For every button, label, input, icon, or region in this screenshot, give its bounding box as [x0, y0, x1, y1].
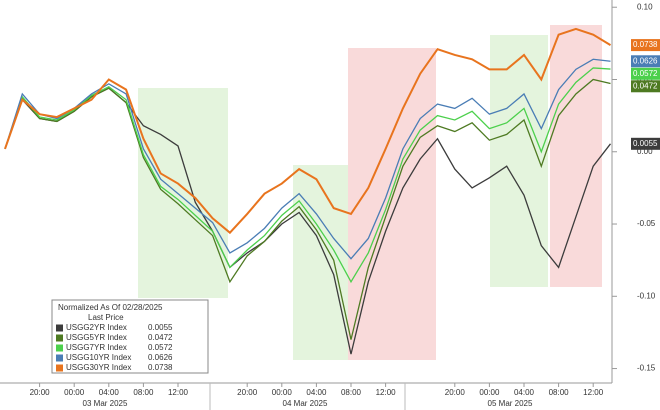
y-tick-label: -0.10 — [637, 291, 656, 300]
legend-value: 0.0472 — [148, 333, 173, 342]
x-tick-label: 08:00 — [341, 388, 362, 397]
x-tick-label: 04:00 — [514, 388, 535, 397]
last-value-badge — [631, 80, 660, 93]
y-tick-label: 0.10 — [637, 2, 653, 11]
y-tick-label: -0.05 — [637, 219, 656, 228]
date-label: 04 Mar 2025 — [283, 399, 328, 408]
legend-value: 0.0738 — [148, 363, 173, 372]
legend-box — [51, 299, 209, 374]
x-tick-label: 08:00 — [549, 388, 570, 397]
x-tick-label: 08:00 — [133, 388, 154, 397]
x-tick-label: 20:00 — [445, 388, 466, 397]
legend-name: USGG2YR Index — [66, 323, 127, 332]
y-tick-label: 0.00 — [637, 147, 653, 156]
last-value-label: 0.0626 — [633, 56, 658, 65]
series-line — [4, 67, 611, 284]
x-tick-label: 04:00 — [99, 388, 120, 397]
legend-swatch — [56, 364, 63, 372]
series-line — [4, 58, 611, 260]
x-tick-label: 00:00 — [272, 388, 293, 397]
series-line — [4, 78, 611, 340]
date-label: 05 Mar 2025 — [488, 399, 533, 408]
legend-name: USGG7YR Index — [66, 343, 127, 352]
last-value-badge — [631, 67, 660, 80]
legend-subtitle: Last Price — [88, 313, 124, 322]
x-tick-label: 20:00 — [30, 388, 51, 397]
y-tick-label: -0.15 — [637, 364, 656, 373]
x-tick-label: 00:00 — [64, 388, 85, 397]
legend-name: USGG30YR Index — [66, 363, 131, 372]
legend-title: Normalized As Of 02/28/2025 — [58, 303, 163, 312]
x-tick-label: 12:00 — [168, 388, 189, 397]
last-value-label: 0.0055 — [633, 139, 658, 148]
last-value-label: 0.0472 — [633, 81, 658, 90]
last-value-badge — [631, 137, 660, 150]
legend-swatch — [56, 344, 63, 352]
legend-name: USGG5YR Index — [66, 333, 127, 342]
legend-name: USGG10YR Index — [66, 353, 131, 362]
legend-value: 0.0055 — [148, 323, 173, 332]
x-tick-label: 04:00 — [306, 388, 327, 397]
x-tick-label: 12:00 — [583, 388, 604, 397]
series-line — [4, 27, 612, 235]
date-label: 03 Mar 2025 — [83, 399, 128, 408]
last-value-label: 0.0738 — [633, 40, 658, 49]
red-zone — [550, 25, 602, 287]
last-value-badge — [631, 39, 660, 52]
last-value-label: 0.0572 — [633, 69, 658, 78]
legend-value: 0.0626 — [148, 353, 173, 362]
legend-swatch — [56, 334, 63, 342]
legend: Normalized As Of 02/28/2025 Last Price U… — [51, 299, 209, 374]
last-value-badge — [631, 55, 660, 68]
green-zone — [138, 88, 228, 298]
legend-swatch — [56, 324, 63, 332]
x-tick-label: 12:00 — [376, 388, 397, 397]
legend-swatch — [56, 354, 63, 362]
legend-value: 0.0572 — [148, 343, 173, 352]
x-tick-label: 20:00 — [237, 388, 258, 397]
x-tick-label: 00:00 — [479, 388, 500, 397]
